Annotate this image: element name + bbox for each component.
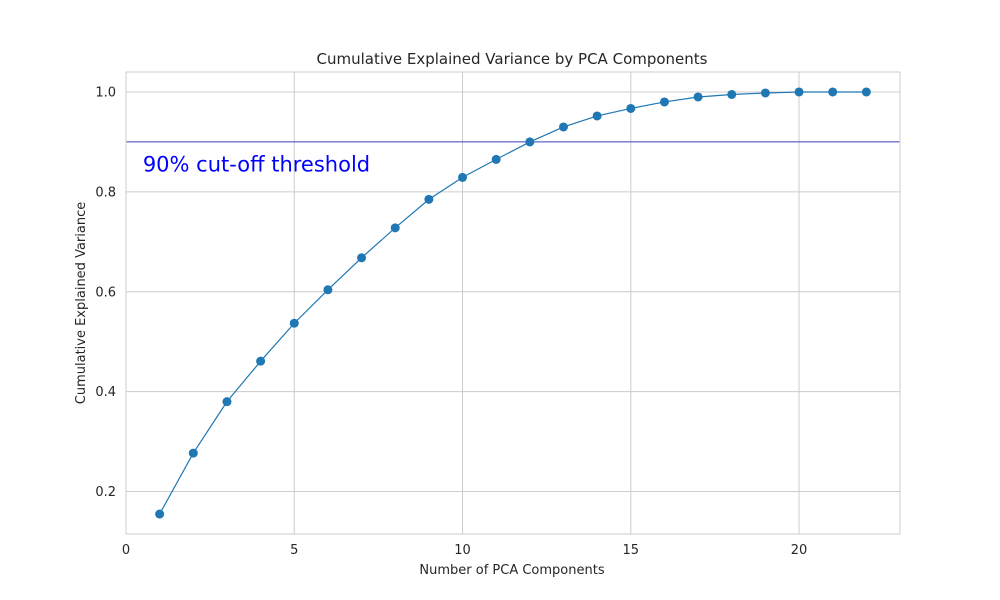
- x-tick-label: 10: [454, 543, 471, 558]
- y-tick-label: 0.2: [95, 485, 116, 500]
- x-axis-title: Number of PCA Components: [419, 563, 604, 578]
- data-point: [794, 87, 804, 97]
- data-point: [828, 87, 838, 97]
- annotation-layer: 90% cut-off threshold: [143, 152, 370, 176]
- data-point: [659, 97, 669, 107]
- threshold-annotation: 90% cut-off threshold: [143, 152, 370, 176]
- data-point: [222, 397, 232, 407]
- data-point: [323, 285, 333, 295]
- x-tick-label: 0: [122, 543, 130, 558]
- data-point: [390, 223, 400, 233]
- data-point: [558, 122, 568, 132]
- data-point: [626, 103, 636, 113]
- data-point: [256, 356, 266, 366]
- chart-title: Cumulative Explained Variance by PCA Com…: [317, 50, 708, 68]
- data-point: [155, 509, 165, 519]
- x-tick-label: 15: [623, 543, 640, 558]
- series-layer: [155, 87, 871, 519]
- grid-lines: [125, 72, 900, 534]
- data-point: [357, 253, 367, 263]
- plot-frame: [125, 71, 901, 535]
- data-point: [693, 92, 703, 102]
- data-point: [491, 154, 501, 164]
- data-point: [525, 137, 535, 147]
- y-tick-label: 0.8: [95, 185, 116, 200]
- series-line: [159, 91, 867, 515]
- data-point: [760, 88, 770, 98]
- data-point: [861, 87, 871, 97]
- tick-labels: 0 5 10 15 20 0.2 0.4 0.6 0.8 1.0: [95, 85, 807, 558]
- data-point: [289, 318, 299, 328]
- x-tick-label: 20: [791, 543, 808, 558]
- data-point: [424, 194, 434, 204]
- y-tick-label: 0.4: [95, 385, 116, 400]
- y-tick-label: 1.0: [95, 85, 116, 100]
- y-tick-label: 0.6: [95, 285, 116, 300]
- data-point: [727, 89, 737, 99]
- data-point: [458, 172, 468, 182]
- data-point: [592, 111, 602, 121]
- data-point: [188, 448, 198, 458]
- x-tick-label: 5: [290, 543, 298, 558]
- y-axis-title: Cumulative Explained Variance: [74, 202, 89, 404]
